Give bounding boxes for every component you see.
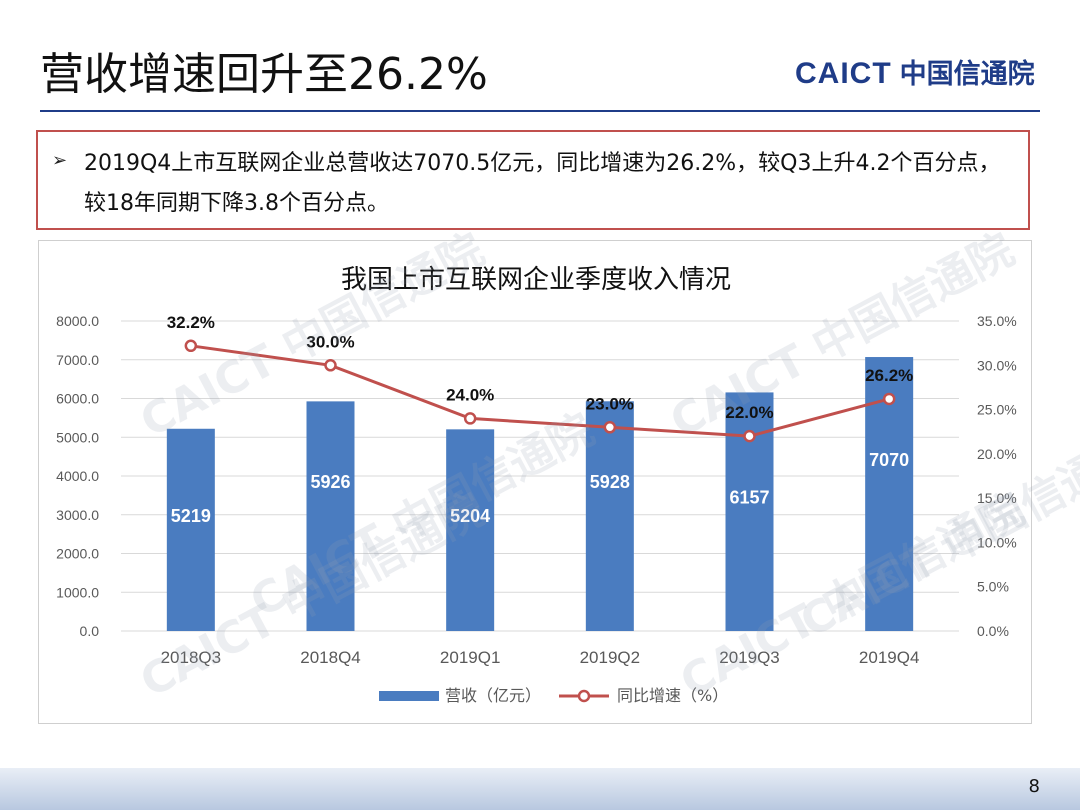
- x-tick-label: 2019Q1: [440, 648, 501, 667]
- y-left-tick-label: 5000.0: [56, 429, 99, 445]
- bar-data-label: 5926: [310, 472, 350, 492]
- x-tick-label: 2019Q4: [859, 648, 920, 667]
- bar: [166, 428, 215, 631]
- y-left-tick-label: 8000.0: [56, 313, 99, 329]
- y-left-tick-label: 0.0: [80, 623, 100, 639]
- x-tick-label: 2019Q2: [580, 648, 641, 667]
- bar-data-label: 5204: [450, 506, 490, 526]
- bar: [306, 401, 355, 631]
- line-data-label: 23.0%: [586, 394, 634, 413]
- logo-en: CAICT: [795, 57, 892, 90]
- y-left-tick-label: 7000.0: [56, 352, 99, 368]
- legend-line-marker: [577, 689, 591, 703]
- line-point: [324, 359, 337, 372]
- line-data-label: 30.0%: [306, 332, 354, 351]
- legend-line-label: 同比增速（%）: [617, 686, 728, 705]
- y-left-tick-label: 1000.0: [56, 584, 99, 600]
- line-data-label: 22.0%: [725, 403, 773, 422]
- page-number: 8: [1028, 776, 1040, 797]
- y-right-tick-label: 0.0%: [977, 623, 1009, 639]
- legend-bar-swatch: [379, 691, 439, 701]
- y-right-tick-label: 35.0%: [977, 313, 1017, 329]
- y-right-tick-label: 15.0%: [977, 490, 1017, 506]
- chart-title: 我国上市互联网企业季度收入情况: [340, 265, 731, 295]
- y-left-tick-label: 2000.0: [56, 546, 99, 562]
- x-tick-label: 2018Q3: [161, 648, 222, 667]
- line-data-label: 32.2%: [167, 313, 215, 332]
- bar: [725, 392, 774, 631]
- bar-data-label: 5219: [171, 506, 211, 526]
- bar: [585, 401, 634, 631]
- summary-text: 2019Q4上市互联网企业总营收达7070.5亿元，同比增速为26.2%，较Q3…: [84, 151, 1001, 216]
- revenue-chart: 0.0 1000.0 2000.0 3000.0 4000.0 5000.0 6000.0 7…: [56, 313, 1017, 705]
- legend-bar-label: 营收（亿元）: [445, 686, 541, 705]
- y-left-tick-label: 4000.0: [56, 468, 99, 484]
- line-data-label: 26.2%: [865, 366, 913, 385]
- line-data-label: 24.0%: [446, 385, 494, 404]
- y-right-tick-label: 25.0%: [977, 402, 1017, 418]
- line-point: [882, 392, 896, 406]
- line-point: [743, 429, 756, 443]
- summary-box: ➢ 2019Q4上市互联网企业总营收达7070.5亿元，同比增速为26.2%，较…: [36, 130, 1030, 230]
- growth-line: [190, 344, 890, 438]
- line-point: [463, 412, 477, 425]
- logo-cn: 中国信通院: [899, 59, 1035, 89]
- y-right-tick-label: 10.0%: [977, 534, 1017, 550]
- chart-container: 我国上市互联网企业季度收入情况 0.0 1000.0 2000.0 3000.0 400…: [38, 240, 1032, 724]
- page-title: 营收增速回升至26.2%: [40, 49, 488, 100]
- bar-data-label: 5928: [590, 472, 630, 492]
- caict-logo: CAICT 中国信通院: [795, 52, 1035, 91]
- bar: [446, 429, 495, 631]
- title-divider: [40, 110, 1040, 112]
- y-left-tick-label: 3000.0: [56, 507, 99, 523]
- footer-bar: [0, 768, 1080, 810]
- y-right-tick-label: 5.0%: [977, 579, 1009, 595]
- line-point: [603, 421, 617, 434]
- y-left-tick-label: 6000.0: [56, 391, 99, 407]
- bullet-arrow-icon: ➢: [52, 150, 68, 171]
- bar-data-label: 7070: [869, 450, 909, 470]
- bar-data-label: 6157: [729, 488, 769, 508]
- x-tick-label: 2018Q4: [300, 648, 361, 667]
- y-right-tick-label: 20.0%: [977, 446, 1017, 462]
- y-right-tick-label: 30.0%: [977, 357, 1017, 373]
- x-tick-label: 2019Q3: [719, 648, 780, 667]
- line-point: [184, 339, 198, 353]
